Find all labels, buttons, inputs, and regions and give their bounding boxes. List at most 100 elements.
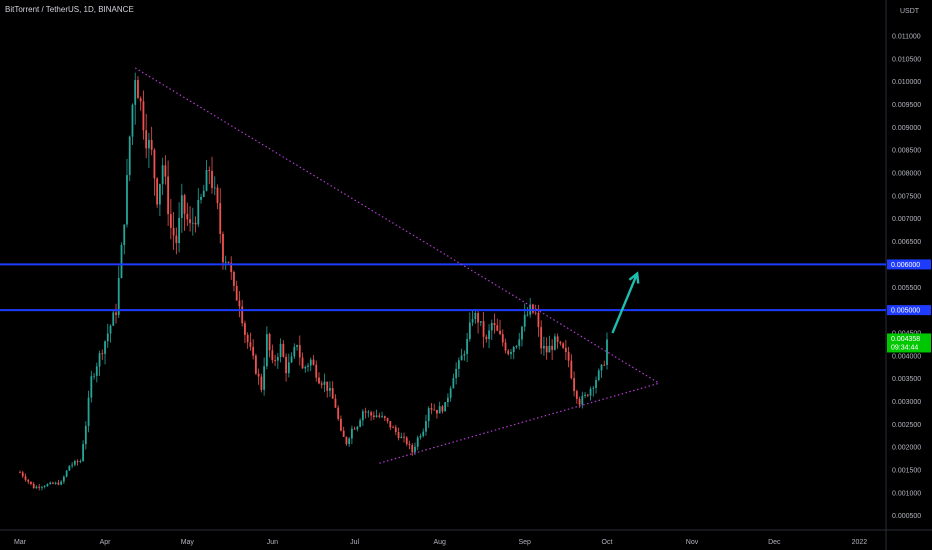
x-tick-label: Dec <box>768 539 781 546</box>
candle-body <box>161 165 164 185</box>
candle-body <box>340 418 342 431</box>
candle-body <box>559 341 562 344</box>
candle-body <box>68 465 71 471</box>
candle-body <box>145 130 148 149</box>
candle-body <box>104 341 106 354</box>
candle-body <box>551 345 554 350</box>
candle-body <box>205 170 208 191</box>
candle-body <box>73 461 76 465</box>
candle-body <box>101 353 104 355</box>
candle-body <box>496 325 499 331</box>
candle-body <box>444 402 447 412</box>
candle-body <box>208 170 211 171</box>
candle-body <box>46 484 49 487</box>
trendline[interactable] <box>379 382 660 464</box>
y-tick-label: 0.010500 <box>892 56 921 63</box>
candle-body <box>510 351 512 355</box>
currency-label: USDT <box>900 8 920 15</box>
candle-body <box>224 261 227 263</box>
candle-body <box>142 101 145 131</box>
candle-body <box>293 346 296 357</box>
candle-body <box>331 388 334 399</box>
y-tick-label: 0.002000 <box>892 445 921 452</box>
candle-body <box>180 195 183 218</box>
y-tick-label: 0.004000 <box>892 353 921 360</box>
y-tick-label: 0.008500 <box>892 148 921 155</box>
candle-body <box>532 304 534 313</box>
candle-body <box>137 80 139 99</box>
candle-body <box>128 136 131 176</box>
candle-body <box>581 395 584 405</box>
trendline[interactable] <box>134 67 660 384</box>
candle-body <box>76 461 79 463</box>
candle-body <box>27 479 30 482</box>
candle-body <box>238 300 241 307</box>
candle-body <box>263 366 266 390</box>
candle-body <box>298 345 301 358</box>
candle-body <box>512 347 515 352</box>
candle-body <box>482 321 485 337</box>
candle-body <box>589 388 592 396</box>
candle-body <box>562 343 565 348</box>
candle-body <box>115 312 117 315</box>
candle-body <box>24 476 27 480</box>
y-tick-label: 0.005500 <box>892 285 921 292</box>
candle-body <box>197 199 200 225</box>
candle-body <box>274 360 276 361</box>
candle-body <box>211 170 213 188</box>
candle-body <box>233 272 235 286</box>
candle-body <box>109 325 112 334</box>
current-price-tag <box>887 333 931 353</box>
candle-body <box>507 350 510 355</box>
candle-body <box>578 398 581 405</box>
candle-body <box>84 425 87 445</box>
candle-body <box>90 376 93 398</box>
candle-body <box>189 219 191 224</box>
candle-body <box>493 323 496 326</box>
x-tick-label: May <box>181 539 195 546</box>
candle-body <box>172 227 175 236</box>
arrow-shaft[interactable] <box>611 273 639 334</box>
candle-body <box>515 345 518 348</box>
candle-body <box>485 336 488 340</box>
candle-body <box>30 481 32 484</box>
candle-body <box>312 359 315 365</box>
candle-body <box>194 222 197 225</box>
y-tick-label: 0.007000 <box>892 216 921 223</box>
candle-body <box>112 312 115 326</box>
candle-body <box>19 472 21 474</box>
candle-body <box>252 346 255 356</box>
candle-body <box>304 366 307 369</box>
candle-body <box>414 446 416 453</box>
candle-body <box>106 333 109 342</box>
candle-body <box>265 334 268 367</box>
candle-body <box>345 436 348 445</box>
candle-body <box>521 326 523 340</box>
y-tick-label: 0.006500 <box>892 239 921 246</box>
candle-body <box>329 388 331 391</box>
candle-body <box>383 416 386 419</box>
arrow-head-icon <box>628 271 640 284</box>
x-tick-label: Sep <box>518 539 531 546</box>
candle-body <box>167 176 170 215</box>
candle-body <box>49 482 52 485</box>
candle-body <box>200 196 202 200</box>
candle-body <box>452 378 455 389</box>
candle-body <box>403 436 405 438</box>
candle-body <box>54 482 57 484</box>
y-tick-label: 0.009500 <box>892 102 921 109</box>
candle-body <box>178 217 180 244</box>
level-price-tag <box>887 305 931 316</box>
candle-body <box>271 350 274 361</box>
candle-body <box>123 224 126 246</box>
candle-body <box>592 387 595 389</box>
level-price-label: 0.005000 <box>891 308 920 315</box>
candle-body <box>468 322 471 340</box>
candle-body <box>584 394 586 396</box>
chart-title: BitTorrent / TetherUS, 1D, BINANCE <box>5 5 134 14</box>
candle-body <box>455 368 458 379</box>
candle-body <box>320 383 323 385</box>
candle-body <box>202 190 205 197</box>
candle-body <box>98 353 101 367</box>
